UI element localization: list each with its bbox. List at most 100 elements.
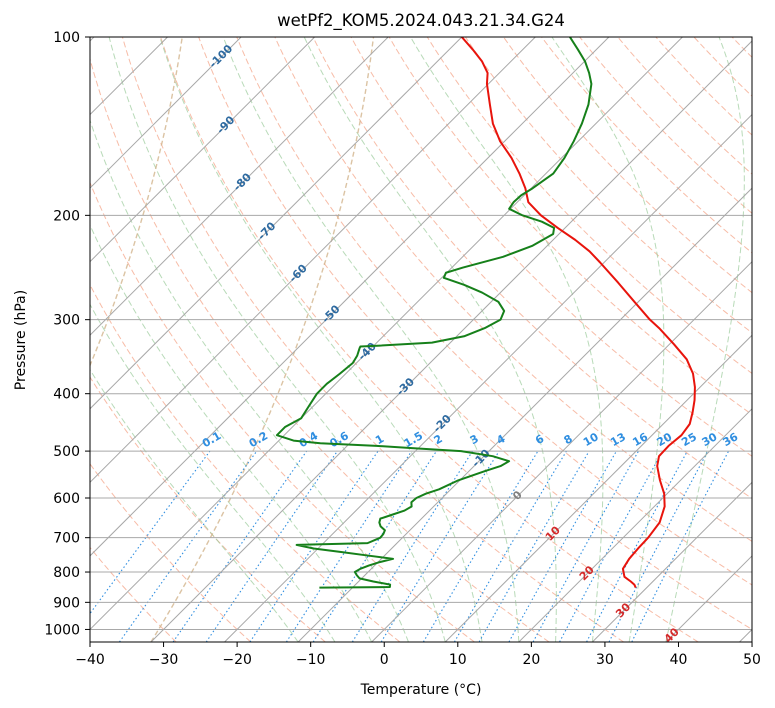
- isotherm-line: [665, 555, 752, 642]
- grid-lines: [90, 37, 752, 642]
- isotherm-label: -10: [469, 446, 492, 469]
- mixing-ratio-label: 3: [468, 432, 481, 447]
- isotherm-line: [90, 37, 389, 336]
- mixing-ratio-line: [90, 450, 211, 615]
- mixing-ratio-line: [380, 450, 500, 642]
- isotherm-line: [90, 37, 463, 410]
- dry-adiabat-line: [90, 546, 177, 642]
- x-axis-ticks: −40 −30 −20 −10 0 10 20 30 40 50: [75, 642, 761, 668]
- mixing-ratio-line: [249, 450, 379, 642]
- dry-adiabat-line: [503, 37, 752, 294]
- y-axis-title: Pressure (hPa): [13, 290, 29, 390]
- x-tick-label: 50: [743, 652, 761, 668]
- mixing-ratio-label: 0.6: [327, 429, 351, 450]
- mixing-ratio-label: 2: [432, 432, 445, 447]
- mixing-ratio-line: [532, 450, 639, 642]
- dry-adiabat-line: [90, 57, 550, 642]
- isotherm-label: -70: [255, 219, 278, 242]
- y-tick-label: 700: [53, 531, 80, 547]
- x-tick-label: 30: [596, 652, 614, 668]
- plot-frame: [89, 36, 753, 643]
- dry-adiabat-line: [388, 37, 752, 416]
- y-tick-label: 800: [53, 565, 80, 581]
- moist-adiabat-line: [90, 368, 299, 642]
- mixing-ratio-label: 16: [630, 430, 650, 449]
- moist-adiabat-line: [551, 37, 665, 642]
- x-axis-title: Temperature (°C): [360, 682, 482, 698]
- y-tick-label: 400: [53, 387, 80, 403]
- chart-title: wetPf2_KOM5.2024.043.21.34.G24: [277, 11, 565, 31]
- dry-adiabat-line: [312, 37, 752, 500]
- y-axis-ticks: 1000 900 800 700 600 500 400 300 200 100: [44, 30, 90, 638]
- isotherm-line: [90, 37, 610, 557]
- isotherm-label: -60: [287, 262, 310, 285]
- isotherm-line: [297, 187, 752, 642]
- isotherm-line: [90, 37, 536, 484]
- mixing-ratio-label: 8: [562, 432, 575, 447]
- mixing-ratio-line: [508, 450, 617, 642]
- y-tick-label: 600: [53, 491, 80, 507]
- dry-adiabat-line: [693, 37, 752, 97]
- y-tick-label: 100: [53, 30, 80, 46]
- dry-adiabat-line: [426, 37, 752, 375]
- mixing-ratio-line: [285, 450, 413, 642]
- isotherm-line: [592, 481, 752, 642]
- x-tick-label: −40: [75, 652, 105, 668]
- y-tick-label: 500: [53, 444, 80, 460]
- isotherm-line: [444, 334, 752, 642]
- mixing-ratio-line: [453, 450, 567, 642]
- mixing-ratio-label: 0.2: [247, 429, 270, 450]
- mixing-ratio-label: 20: [655, 430, 675, 449]
- moist-adiabat-line: [90, 223, 373, 642]
- x-tick-label: −30: [149, 652, 179, 668]
- moist-adiabat-line: [159, 37, 483, 642]
- dry-adiabat-line: [121, 37, 624, 642]
- dry-adiabat-line: [350, 37, 752, 457]
- mixing-ratio-line: [172, 450, 308, 642]
- dewpoint-profile-line: [275, 37, 593, 589]
- dry-adiabat-line: [90, 181, 475, 642]
- moist-adiabat-line: [90, 303, 336, 642]
- isotherm-label: 20: [577, 563, 597, 583]
- mixing-ratio-line: [205, 450, 338, 642]
- mixing-ratio-line: [559, 450, 664, 642]
- mixing-ratio-line: [118, 450, 258, 642]
- dry-adiabat-line: [236, 37, 752, 586]
- background-lines: [90, 37, 752, 642]
- temperature-profile-line: [461, 37, 696, 589]
- reference-curve: [90, 37, 183, 368]
- reference-curve: [150, 37, 375, 642]
- mixing-ratio-line: [422, 450, 539, 642]
- dry-adiabat-line: [541, 37, 752, 254]
- moist-adiabat-line: [90, 118, 409, 642]
- mixing-ratio-label: 30: [700, 430, 720, 449]
- mixing-ratio-label: 0.1: [200, 429, 223, 450]
- mixing-ratio-label: 10: [581, 430, 601, 449]
- isotherm-line: [150, 40, 752, 642]
- x-tick-label: 10: [449, 652, 467, 668]
- dry-adiabat-line: [90, 463, 252, 642]
- profile-lines: [275, 37, 696, 589]
- x-tick-label: 0: [380, 652, 389, 668]
- dry-adiabat-line: [90, 376, 326, 642]
- isotherm-line: [224, 113, 752, 642]
- moist-adiabat-line: [108, 37, 446, 642]
- y-tick-label: 1000: [44, 622, 80, 638]
- isotherm-line: [90, 37, 683, 631]
- moist-adiabat-line: [665, 37, 745, 642]
- isotherm-line: [90, 37, 242, 189]
- isotherm-label: -30: [394, 375, 417, 398]
- y-tick-label: 900: [53, 595, 80, 611]
- y-tick-label: 300: [53, 313, 80, 329]
- dry-adiabat-line: [617, 37, 752, 175]
- moist-adiabat-line: [303, 37, 557, 642]
- x-tick-label: 20: [522, 652, 540, 668]
- isotherm-line: [518, 408, 752, 642]
- dry-adiabat-line: [198, 37, 752, 631]
- mixing-ratio-line: [312, 450, 437, 642]
- x-tick-label: −20: [222, 652, 252, 668]
- moist-adiabat-line: [410, 37, 604, 642]
